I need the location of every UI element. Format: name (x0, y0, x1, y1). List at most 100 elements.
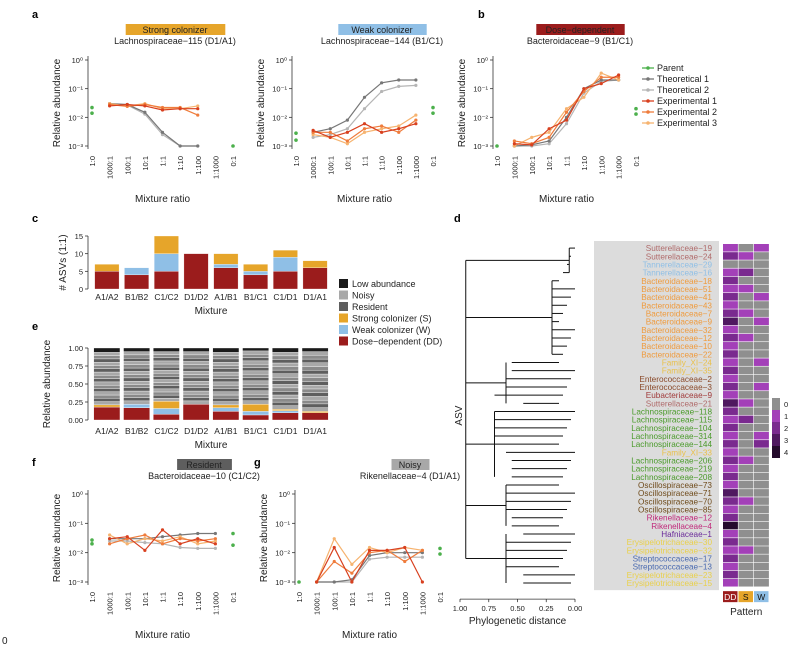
e-seg-resident (301, 385, 329, 390)
x-tick-label: 1:0 (88, 156, 97, 166)
pattern-axis-label: Pattern (730, 607, 762, 618)
bar-B1/B2-0 (124, 274, 149, 290)
e-seg-dose (93, 406, 121, 421)
asv-label: Oscillospiraceae−85 (638, 506, 712, 515)
heat-cell (754, 382, 769, 391)
e-seg-resident (182, 377, 210, 382)
heat-cell (738, 284, 754, 293)
heat-cell (723, 472, 738, 481)
asv-label: Enterococcaceae−3 (639, 383, 712, 392)
e-seg-resident (153, 391, 180, 396)
bar-A1/B1-0 (213, 267, 239, 290)
panel-letter-b: b (478, 9, 485, 21)
series-point-t1 (420, 551, 424, 555)
scale-swatch (772, 434, 780, 446)
heat-cell (723, 423, 738, 432)
asv-label: Oscillospiraceae−70 (638, 497, 712, 506)
x-axis-label: Mixture ratio (337, 194, 392, 205)
e-seg-resident (93, 365, 121, 369)
series-point-t1 (143, 110, 147, 114)
heat-cell (754, 358, 769, 366)
y-tick-label: 10⁻² (275, 549, 290, 558)
series-point-e1 (178, 542, 182, 546)
c-y-axis-label: # ASVs (1:1) (58, 234, 69, 290)
heat-cell (738, 554, 754, 563)
legend-cat-label: Noisy (352, 291, 375, 301)
series-point-t1 (547, 139, 551, 143)
heat-cell (738, 423, 754, 432)
e-seg-resident (182, 400, 210, 405)
e-seg-resident (301, 407, 329, 412)
series-point-t1 (213, 531, 217, 536)
heat-cell (738, 570, 754, 579)
e-seg-resident (182, 371, 210, 375)
legend-cat-label: Strong colonizer (S) (352, 314, 432, 324)
series-point-e3 (385, 551, 389, 555)
asv-label: Erysipelotrichaceae−30 (627, 538, 713, 547)
series-point-e3 (617, 78, 621, 82)
e-seg-resident (301, 355, 329, 360)
bar-chart-c: 0 5 10 15 # ASVs (1:1) A1/A2 B1/B2 C1/C2 D1/D2 A1… (58, 232, 328, 317)
heat-cell (738, 276, 754, 285)
asv-label: Bacteroidaceae−10 (641, 342, 712, 351)
bar-A1/B1-2 (213, 253, 239, 265)
heat-cell (723, 529, 738, 538)
e-seg-resident (272, 377, 299, 381)
e-seg-resident (93, 384, 121, 389)
e-seg-resident (93, 352, 121, 356)
e-seg-resident (242, 377, 269, 382)
x-tick-label: 100:1 (123, 156, 132, 175)
heat-cell (754, 301, 769, 309)
asv-label: Lachnospiraceae−314 (631, 432, 712, 441)
e-seg-resident (153, 351, 180, 355)
heat-cell (754, 464, 769, 473)
y-tick-label: 10⁻¹ (272, 85, 287, 94)
series-point-e3 (397, 124, 401, 128)
e-seg-resident (182, 351, 210, 356)
series-point-t2 (367, 557, 372, 561)
x-tick-label: 1:0 (295, 592, 304, 602)
series-point-e2 (362, 127, 367, 131)
e-seg-resident (182, 364, 210, 369)
heat-cell (723, 521, 738, 530)
series-point-e1 (564, 118, 569, 122)
series-point-e2 (617, 75, 621, 79)
legend-line-label: Parent (657, 63, 684, 73)
parent-point (90, 542, 94, 546)
series-point-e2 (380, 124, 384, 128)
heat-cell (754, 268, 769, 277)
e-seg-resident (301, 388, 329, 393)
chart-subtitle: Lachnospiraceae−115 (D1/A1) (114, 36, 236, 46)
legend-line-dot (646, 121, 650, 125)
e-seg-resident (153, 394, 180, 399)
parent-point (90, 111, 94, 115)
e-seg-resident (93, 361, 121, 366)
series-point-t2 (213, 546, 217, 550)
x-tick-label: 1:1 (361, 156, 370, 166)
asv-label: Lachnospiraceae−206 (631, 457, 712, 466)
series-point-e1 (160, 528, 165, 532)
e-seg-strong (301, 411, 329, 413)
e-seg-resident (272, 391, 299, 396)
e-seg-weak (242, 411, 269, 416)
series-point-e1 (362, 122, 367, 126)
heat-cell (754, 423, 769, 432)
series-point-e2 (178, 537, 182, 541)
e-seg-resident (212, 401, 240, 406)
asv-label: Bacteroidaceae−9 (646, 318, 713, 327)
series-point-e1 (414, 122, 418, 126)
parent-point (634, 106, 638, 111)
heat-cell (754, 374, 769, 383)
d-x-tick-label: 0.25 (539, 604, 554, 613)
heat-cell (723, 391, 738, 399)
e-seg-resident (153, 385, 180, 390)
x-tick-label: 1:1000 (615, 156, 624, 179)
asv-label: Tannerellaceae−16 (643, 269, 713, 278)
series-point-t1 (328, 127, 332, 131)
series-point-t2 (547, 142, 551, 146)
e-seg-resident (272, 398, 299, 403)
heat-cell (754, 440, 769, 448)
asv-label: Sutterellaceae−24 (646, 252, 713, 261)
